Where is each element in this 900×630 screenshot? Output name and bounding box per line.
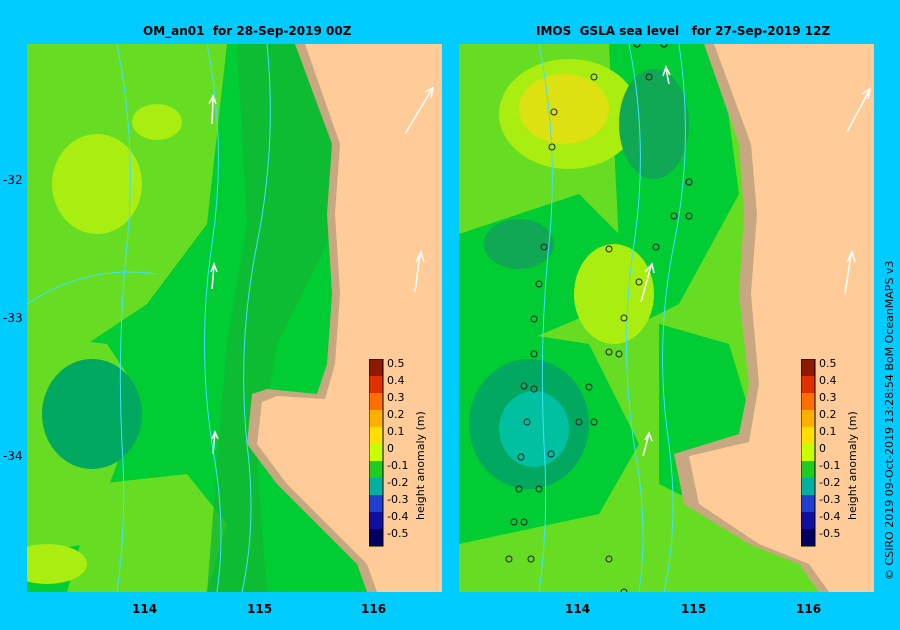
lat-label: -32 <box>3 173 23 187</box>
lon-label: 115 <box>681 602 707 616</box>
left-map <box>27 44 442 592</box>
lon-label: 116 <box>796 602 822 616</box>
right-colorbar-label: height anomaly (m) <box>846 411 859 520</box>
left-colorbar-label: height anomaly (m) <box>414 411 427 520</box>
credit-text: © CSIRO 2019 09-Oct-2019 13:28:54 BoM Oc… <box>883 260 896 580</box>
left-colorbar <box>369 359 459 551</box>
left-colorbar-ticks: 0.5 0.4 0.3 0.2 0.1 0 -0.1 -0.2 -0.3 -0.4 -0.… <box>387 357 409 540</box>
lon-label: 115 <box>247 602 273 616</box>
colorbar-swatches <box>369 359 383 546</box>
right-map-title: IMOS GSLA sea level for 27-Sep-2019 12Z <box>536 24 831 38</box>
right-colorbar-ticks: 0.5 0.4 0.3 0.2 0.1 0 -0.1 -0.2 -0.3 -0.4 -0.… <box>819 357 841 540</box>
lon-label: 114 <box>565 602 591 616</box>
lat-label: -33 <box>3 311 23 325</box>
lat-label: -34 <box>3 449 23 463</box>
right-colorbar <box>801 359 891 551</box>
lon-label: 114 <box>132 602 158 616</box>
left-map-title: OM_an01 for 28-Sep-2019 00Z <box>143 24 352 38</box>
lon-label: 116 <box>361 602 387 616</box>
